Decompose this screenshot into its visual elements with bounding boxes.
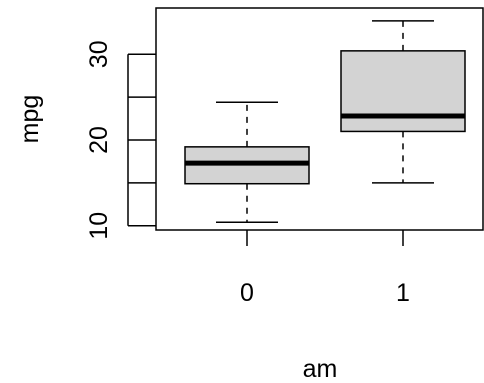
y-tick-label: 10 (85, 212, 113, 240)
y-tick-label: 30 (85, 40, 113, 68)
box-group-1 (340, 20, 466, 184)
box-group-0 (184, 101, 310, 224)
y-axis: 10 20 30 (85, 40, 156, 240)
boxes (184, 20, 466, 224)
x-tick-label: 1 (396, 279, 410, 307)
x-axis-label: am (303, 355, 338, 383)
y-tick-label: 20 (85, 126, 113, 154)
x-tick-label: 0 (240, 279, 254, 307)
y-axis-label: mpg (16, 95, 44, 144)
plot-frame (155, 7, 484, 231)
iqr-box (340, 50, 466, 133)
